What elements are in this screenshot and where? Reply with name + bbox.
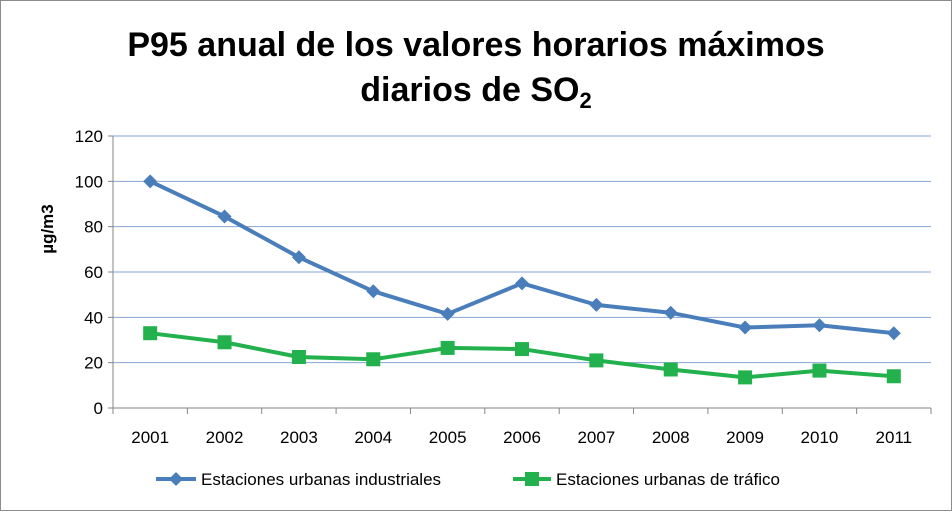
series-trafico	[143, 326, 901, 385]
data-point-industriales-2001	[143, 174, 158, 189]
series	[143, 174, 901, 385]
y-axis-label: µg/m3	[38, 204, 57, 253]
data-point-trafico-2009	[738, 370, 753, 385]
data-point-industriales-2007	[589, 297, 604, 312]
x-tick-label: 2009	[726, 428, 764, 447]
data-point-trafico-2005	[440, 340, 455, 355]
chart-title-line2: diarios de SO2	[360, 71, 591, 113]
legend[interactable]: Estaciones urbanas industriales Estacione…	[156, 470, 780, 489]
data-point-industriales-2008	[663, 305, 678, 320]
gridlines	[113, 135, 931, 364]
y-tick-label: 0	[94, 399, 103, 418]
data-point-trafico-2011	[886, 369, 901, 384]
y-tick-label: 20	[84, 354, 103, 373]
series-line-industriales	[149, 179, 895, 336]
legend-marker-trafico	[525, 472, 539, 486]
x-tick-label: 2004	[354, 428, 392, 447]
legend-marker-industriales	[169, 472, 183, 486]
x-tick-label: 2010	[801, 428, 839, 447]
chart-title-subscript: 2	[579, 88, 591, 113]
chart-title-line1: P95 anual de los valores horarios máximo…	[127, 26, 824, 64]
x-tick-label: 2003	[280, 428, 318, 447]
chart-title-line2-main: diarios de SO	[360, 71, 579, 109]
x-tick-label: 2005	[429, 428, 467, 447]
series-industriales	[143, 174, 901, 341]
y-tick-label: 60	[84, 263, 103, 282]
y-tick-label: 80	[84, 218, 103, 237]
legend-item-industriales[interactable]: Estaciones urbanas industriales	[156, 470, 441, 489]
data-point-trafico-2008	[663, 362, 678, 377]
data-point-trafico-2004	[366, 352, 381, 367]
data-point-trafico-2006	[515, 342, 529, 357]
data-point-trafico-2003	[291, 350, 306, 364]
data-point-trafico-2001	[143, 326, 158, 341]
data-point-industriales-2004	[366, 284, 381, 299]
x-tick-label: 2007	[577, 428, 615, 447]
data-point-industriales-2011	[886, 326, 901, 341]
data-point-trafico-2007	[589, 353, 604, 368]
x-tick-label: 2008	[652, 428, 690, 447]
legend-label-industriales: Estaciones urbanas industriales	[201, 470, 441, 489]
legend-item-trafico[interactable]: Estaciones urbanas de tráfico	[513, 470, 780, 489]
axes	[108, 135, 932, 414]
x-tick-label: 2002	[206, 428, 244, 447]
data-point-industriales-2006	[515, 276, 529, 291]
legend-label-trafico: Estaciones urbanas de tráfico	[556, 470, 780, 489]
data-point-industriales-2003	[291, 250, 306, 265]
x-tick-label: 2011	[876, 428, 913, 447]
x-tick-labels: 2001 2002 2003 2004 2005 2006 2007 2008 2009 2010…	[131, 428, 912, 447]
data-point-industriales-2002	[217, 209, 232, 224]
y-tick-label: 100	[75, 172, 103, 191]
data-point-industriales-2010	[812, 318, 827, 333]
x-tick-label: 2006	[503, 428, 541, 447]
data-point-trafico-2010	[812, 363, 827, 378]
data-point-industriales-2005	[440, 306, 455, 321]
data-point-trafico-2002	[217, 335, 232, 350]
data-point-industriales-2009	[738, 320, 753, 335]
y-tick-labels: 0 20 40 60 80 100 120	[75, 127, 103, 418]
y-tick-label: 120	[75, 127, 103, 146]
x-tick-label: 2001	[131, 428, 169, 447]
y-tick-label: 40	[84, 308, 103, 327]
